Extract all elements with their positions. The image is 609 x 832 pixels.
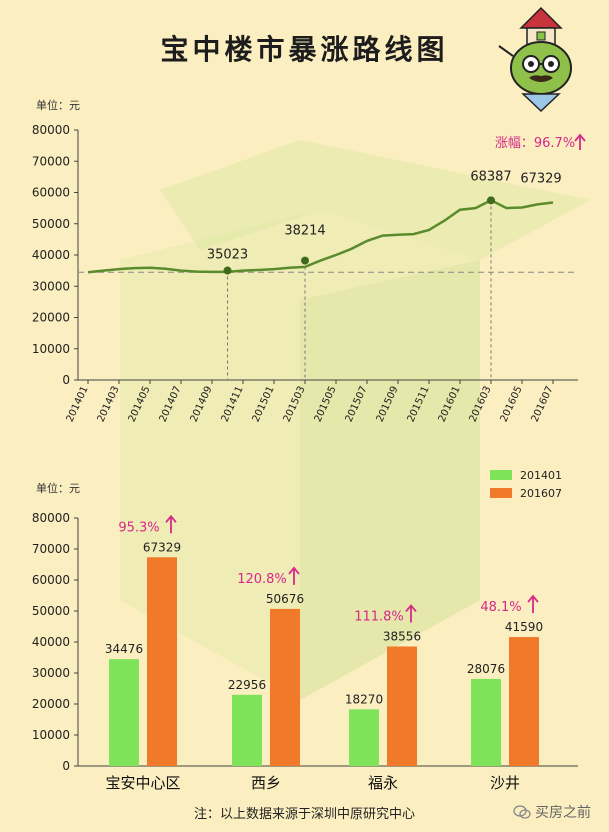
bar-y-tick-label: 60000	[32, 573, 70, 587]
legend-label: 201607	[520, 487, 562, 500]
price-trend-line	[87, 198, 554, 274]
up-arrow-icon	[288, 566, 300, 585]
growth-rate-label: 涨幅：96.7%	[495, 136, 575, 151]
bar-y-tick-label: 20000	[32, 697, 70, 711]
bar-value-label: 67329	[143, 540, 181, 554]
bar-201401	[471, 678, 501, 766]
line-y-tick-label: 50000	[32, 217, 70, 231]
up-arrow-icon	[527, 594, 539, 614]
line-y-tick-label: 40000	[32, 248, 70, 262]
up-arrow-icon	[574, 133, 586, 150]
category-label: 福永	[368, 774, 398, 792]
line-y-tick-label: 10000	[32, 342, 70, 356]
bar-value-label: 28076	[467, 662, 505, 676]
brand-name: 买房之前	[535, 805, 591, 821]
bar-y-tick-label: 40000	[32, 635, 70, 649]
bar-201401	[109, 659, 139, 766]
category-label: 宝安中心区	[105, 774, 180, 792]
up-arrow-icon	[405, 604, 417, 623]
growth-percent-label: 95.3%	[118, 520, 159, 535]
annotation-point	[487, 196, 495, 205]
brand-signature: 买房之前	[513, 802, 591, 822]
line-y-tick-label: 60000	[32, 186, 70, 200]
legend-swatch	[490, 470, 512, 480]
bar-y-tick-label: 50000	[32, 604, 70, 618]
bar-201401	[349, 709, 379, 766]
annotation-point	[223, 266, 232, 275]
line-y-tick-label: 30000	[32, 279, 70, 293]
category-label: 沙井	[490, 774, 520, 792]
house-hat-icon	[519, 6, 563, 47]
bar-201607	[387, 646, 417, 766]
bar-value-label: 34476	[105, 642, 143, 656]
page-title: 宝中楼市暴涨路线图	[160, 33, 449, 66]
line-y-tick-label: 20000	[32, 311, 70, 325]
legend-label: 201401	[520, 469, 562, 482]
growth-percent-label: 111.8%	[354, 609, 404, 624]
line-y-tick-label: 0	[62, 373, 70, 387]
bar-y-tick-label: 10000	[32, 728, 70, 742]
annotation-value-label: 35023	[207, 248, 248, 263]
bar-chart-unit-label: 单位：元	[36, 482, 80, 495]
bar-y-tick-label: 80000	[32, 511, 70, 525]
bar-201607	[509, 637, 539, 766]
annotation-value-label: 67329	[520, 172, 561, 187]
bar-value-label: 18270	[345, 692, 383, 706]
bar-y-tick-label: 70000	[32, 542, 70, 556]
bar-y-tick-label: 0	[62, 759, 70, 773]
bar-value-label: 38556	[383, 629, 421, 643]
wechat-icon	[513, 805, 531, 819]
annotation-point	[301, 256, 309, 265]
bar-value-label: 41590	[505, 620, 543, 634]
legend-swatch	[490, 488, 512, 498]
up-arrow-icon	[165, 514, 177, 534]
category-label: 西乡	[251, 774, 281, 792]
line-y-tick-label: 80000	[32, 123, 70, 137]
data-source-note: 注：以上数据来源于深圳中原研究中心	[193, 807, 415, 822]
mascot-illustration	[498, 6, 572, 113]
bar-y-tick-label: 30000	[32, 666, 70, 680]
line-y-tick-label: 70000	[32, 154, 70, 168]
bar-201401	[232, 694, 262, 766]
bar-value-label: 50676	[266, 592, 304, 606]
bar-value-label: 22956	[228, 678, 266, 692]
bar-201607	[147, 557, 177, 766]
annotation-value-label: 68387	[470, 169, 511, 184]
bar-201607	[270, 608, 300, 766]
growth-percent-label: 120.8%	[237, 572, 287, 587]
line-chart-unit-label: 单位：元	[36, 99, 80, 112]
annotation-value-label: 38214	[284, 224, 325, 239]
growth-percent-label: 48.1%	[480, 600, 521, 615]
